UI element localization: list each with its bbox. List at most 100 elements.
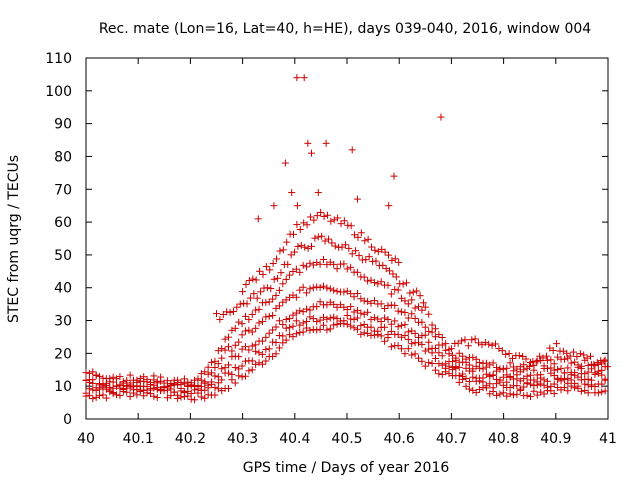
data-point xyxy=(540,376,548,384)
data-point xyxy=(248,366,256,374)
data-point xyxy=(408,351,416,359)
data-point xyxy=(293,202,301,210)
data-point xyxy=(503,371,511,379)
data-point xyxy=(269,260,277,268)
data-point xyxy=(403,279,411,287)
data-point xyxy=(323,315,331,323)
data-point xyxy=(223,308,231,316)
data-point xyxy=(601,376,609,384)
data-point xyxy=(462,355,470,363)
data-point xyxy=(513,390,521,398)
data-point xyxy=(357,309,365,317)
data-point xyxy=(308,149,316,157)
y-tick-label: 30 xyxy=(54,314,72,330)
data-point xyxy=(191,376,199,384)
data-point xyxy=(411,304,419,312)
data-point xyxy=(340,288,348,296)
data-point xyxy=(542,352,550,360)
data-point xyxy=(245,326,253,334)
x-tick-label: 40 xyxy=(77,431,95,447)
data-point xyxy=(282,275,290,283)
data-point xyxy=(306,259,314,267)
x-tick-label: 40.1 xyxy=(123,431,154,447)
data-point xyxy=(360,273,368,281)
chart-title: Rec. mate (Lon=16, Lat=40, h=HE), days 0… xyxy=(99,21,591,37)
data-point xyxy=(89,368,97,376)
data-point xyxy=(235,372,243,380)
data-point xyxy=(493,391,501,399)
data-point xyxy=(502,350,510,358)
data-point xyxy=(464,342,472,350)
data-point xyxy=(404,314,412,322)
data-point xyxy=(214,373,222,381)
data-point xyxy=(411,314,419,322)
data-point xyxy=(150,372,158,380)
data-point xyxy=(211,391,219,399)
data-point xyxy=(550,366,558,374)
data-point xyxy=(567,359,575,367)
x-tick-label: 41 xyxy=(599,431,617,447)
x-tick-label: 40.2 xyxy=(175,431,206,447)
data-point xyxy=(381,337,389,345)
data-point xyxy=(370,314,378,322)
data-point xyxy=(269,311,277,319)
data-point xyxy=(571,369,579,377)
data-point xyxy=(564,374,572,382)
data-point xyxy=(136,386,144,394)
data-point xyxy=(540,390,548,398)
data-point xyxy=(272,350,280,358)
data-point xyxy=(243,300,251,308)
data-point xyxy=(301,243,309,251)
data-point xyxy=(506,390,514,398)
data-point xyxy=(398,333,406,341)
data-point xyxy=(197,393,205,401)
data-point xyxy=(323,211,331,219)
data-point xyxy=(255,359,263,367)
data-point xyxy=(225,333,233,341)
data-point xyxy=(510,391,518,399)
data-point xyxy=(126,371,134,379)
data-point xyxy=(350,324,358,332)
data-point xyxy=(455,349,463,357)
data-point xyxy=(431,344,439,352)
y-tick-label: 10 xyxy=(54,379,72,395)
data-point xyxy=(258,337,266,345)
data-point xyxy=(197,376,205,384)
data-point xyxy=(303,318,311,326)
data-point xyxy=(308,242,316,250)
data-point xyxy=(347,315,355,323)
data-point xyxy=(233,303,241,311)
data-point xyxy=(180,389,188,397)
data-point xyxy=(409,288,417,296)
y-tick-label: 100 xyxy=(45,84,72,100)
data-point xyxy=(252,347,260,355)
data-point xyxy=(238,373,246,381)
data-point xyxy=(560,355,568,363)
data-point xyxy=(274,274,282,282)
data-point xyxy=(330,300,338,308)
data-point xyxy=(187,381,195,389)
y-tick-label: 50 xyxy=(54,248,72,264)
data-point xyxy=(242,281,250,289)
data-point xyxy=(218,365,226,373)
data-point xyxy=(313,212,321,220)
data-point xyxy=(276,247,284,255)
data-point xyxy=(269,295,277,303)
x-axis-title: GPS time / Days of year 2016 xyxy=(243,460,450,476)
data-point xyxy=(560,376,568,384)
data-point xyxy=(229,307,237,315)
data-point xyxy=(471,335,479,343)
data-point xyxy=(303,221,311,229)
data-point xyxy=(275,344,283,352)
data-point xyxy=(221,346,229,354)
data-point xyxy=(293,221,301,229)
data-point xyxy=(279,280,287,288)
data-point xyxy=(238,331,246,339)
data-point xyxy=(370,279,378,287)
data-point xyxy=(391,255,399,263)
data-point xyxy=(577,387,585,395)
data-point xyxy=(292,293,300,301)
data-point xyxy=(594,367,602,375)
y-axis: 0 10 20 30 40 50 60 70 80 90 100 110 xyxy=(45,51,608,428)
y-tick-label: 110 xyxy=(45,51,72,67)
